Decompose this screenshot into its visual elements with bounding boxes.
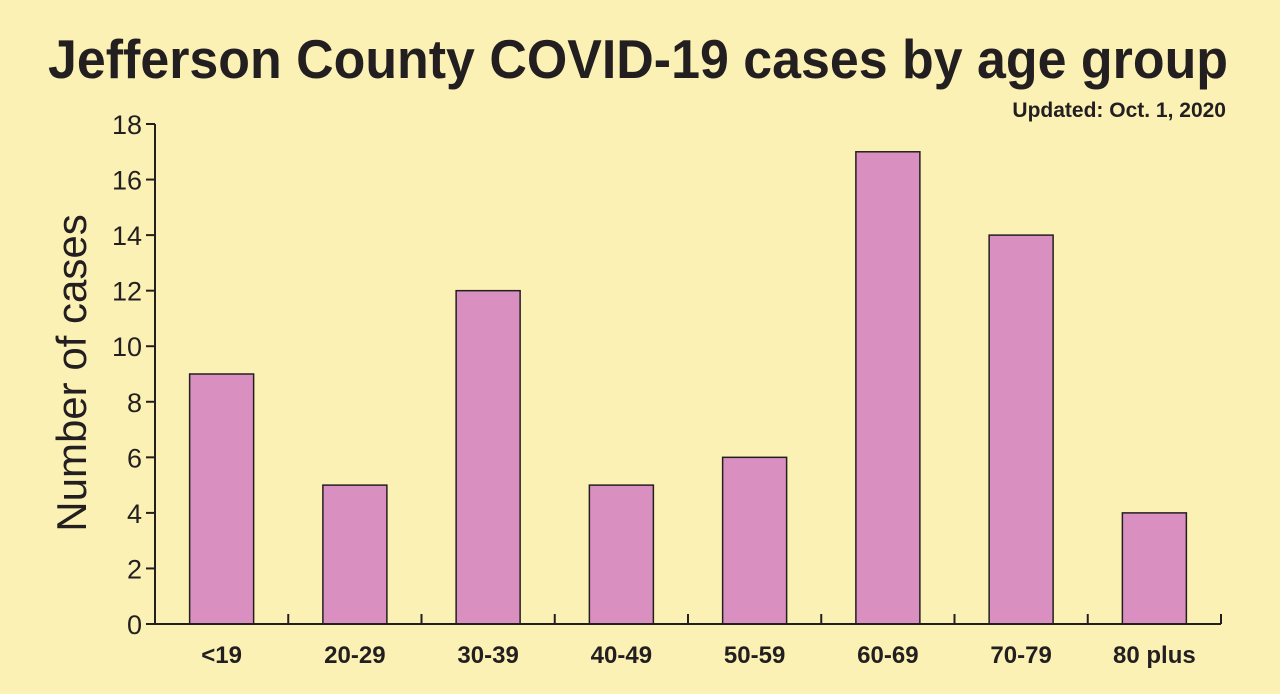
x-axis-ticks: <19 20-29 30-39 40-49 50-59 60-69 70-79 80 plus — [201, 614, 1222, 669]
bar — [1121, 512, 1188, 625]
y-axis-label: Number of cases — [48, 214, 95, 531]
y-tick-label: 18 — [112, 110, 142, 140]
y-tick-label: 6 — [127, 443, 142, 473]
x-tick-label: 30-39 — [457, 642, 518, 669]
x-tick-label: 80 plus — [1113, 642, 1196, 669]
y-tick-label: 4 — [127, 499, 142, 529]
x-tick-label: 50-59 — [724, 642, 785, 669]
y-tick-label: 16 — [112, 166, 142, 196]
chart-subtitle: Updated: Oct. 1, 2020 — [1012, 99, 1226, 122]
bar — [588, 484, 655, 625]
bar — [988, 234, 1054, 625]
bars — [188, 151, 1188, 625]
y-tick-label: 10 — [112, 332, 142, 362]
y-tick-label: 0 — [127, 610, 142, 640]
y-tick-label: 2 — [127, 554, 142, 584]
y-tick-label: 12 — [112, 277, 142, 307]
bar — [322, 484, 388, 625]
x-tick-label: 70-79 — [990, 642, 1051, 669]
x-tick-label: 20-29 — [324, 642, 385, 669]
chart-title: Jefferson County COVID-19 cases by age g… — [48, 28, 1228, 90]
y-tick-label: 14 — [112, 221, 142, 251]
y-tick-label: 8 — [127, 388, 142, 418]
x-tick-label: <19 — [201, 642, 242, 669]
bar — [855, 151, 921, 625]
bar — [188, 373, 255, 625]
y-axis-ticks: 0 2 4 6 8 10 12 14 16 18 — [112, 110, 155, 640]
bar — [455, 289, 521, 625]
bar — [721, 456, 788, 625]
x-tick-label: 40-49 — [591, 642, 652, 669]
x-tick-label: 60-69 — [857, 642, 918, 669]
